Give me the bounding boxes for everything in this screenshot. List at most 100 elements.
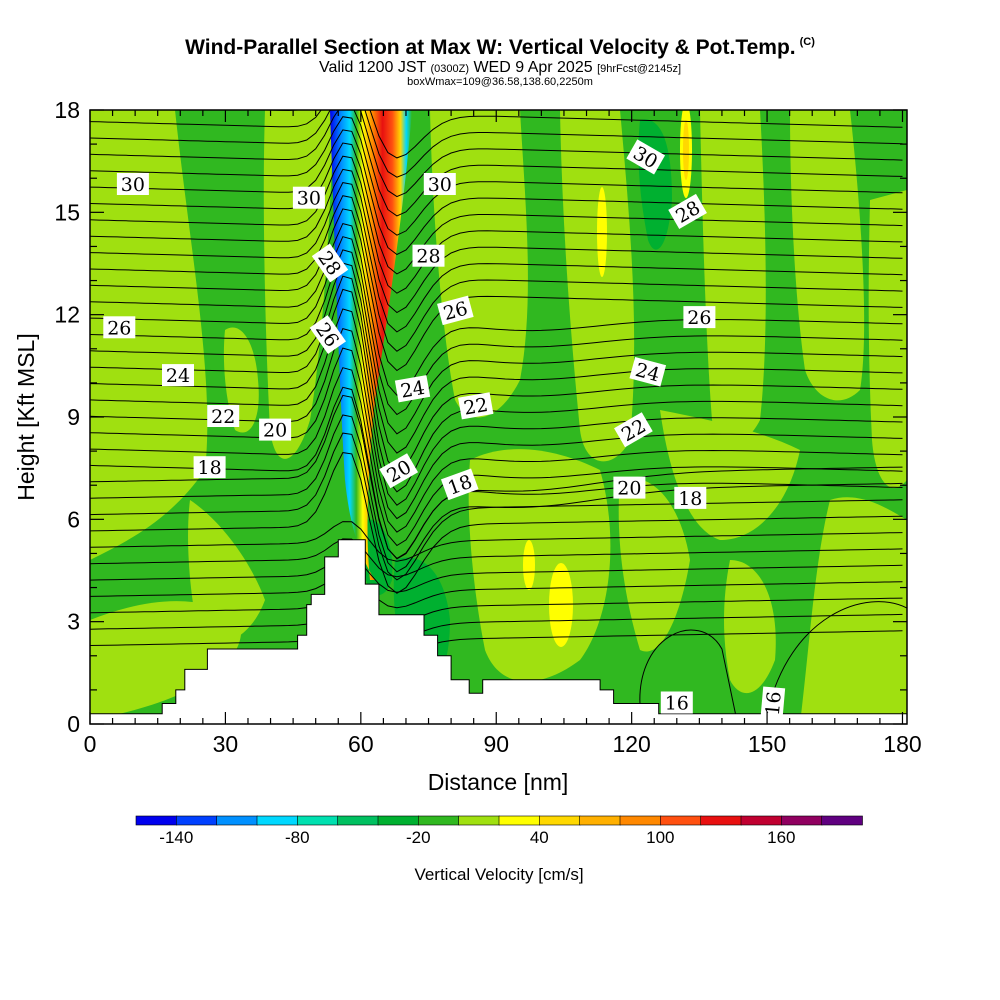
isentrope-line [90,308,903,506]
contour-label: 24 [394,375,431,403]
title-main: Wind-Parallel Section at Max W: Vertical… [185,36,796,59]
isentrope-line [90,538,903,578]
isentrope-line [90,414,903,573]
colorbar-tick-label: 100 [646,828,674,847]
contour-label-box [394,375,431,403]
colorbar-tick-labels: -140 -80 -20 40 100 160 [159,828,795,847]
isentrope-line [90,262,903,454]
isentrope-line [90,555,903,593]
contour-label: 18 [193,456,226,479]
terrain [89,539,908,725]
valid-time-line: Valid 1200 JST (0300Z) WED 9 Apr 2025 [9… [0,59,1000,77]
isentrope-line [90,590,903,624]
y-tick-label: 18 [54,97,80,123]
x-tick-label: 90 [483,731,509,757]
field-region [523,540,535,590]
contour-label-text: 20 [617,478,641,500]
y-tick-label: 3 [67,609,80,635]
isentrope-line [90,110,903,178]
colorbar-swatch [498,815,541,826]
contour-label-text: 18 [198,457,222,479]
contour-label: 24 [162,364,194,387]
isentrope-line [90,275,903,474]
field-region [790,110,865,401]
colorbar-swatch [297,815,339,826]
isentrope-line [90,195,903,352]
x-tick-label: 0 [84,731,97,757]
contour-label-box [668,193,707,229]
contour-label: 26 [103,316,136,339]
field-region [700,110,766,443]
isentrope-line [90,249,903,435]
contour-label-box [629,356,667,387]
field-region [549,563,573,647]
colorbar-swatch [700,815,742,826]
isentrope-line [90,607,903,640]
contour-label-text: 16 [762,690,786,716]
colorbar-label: Vertical Velocity [cm/s] [414,865,583,884]
field-region [683,120,689,180]
y-axis-label: Height [Kft MSL] [13,333,39,500]
y-tick-label: 15 [54,199,80,225]
isentrope-line [90,367,903,547]
colorbar-swatch [337,815,379,826]
contour-label-box [103,316,136,339]
isentrope-line [90,168,903,314]
contour-label-text: 26 [107,317,131,339]
isentrope-line [639,629,736,714]
contour-label-text: 24 [399,377,427,403]
contour-label: 18 [674,486,707,510]
contour-label-box [193,456,226,479]
isentrope-line [90,155,903,294]
colorbar-swatch [539,815,581,826]
isentrope-line [90,573,903,609]
isentrope-line [90,223,903,396]
contour-label: 20 [259,418,292,442]
isentrope-line [90,625,903,655]
y-tick-labels: 0 3 6 9 12 15 18 [54,97,80,737]
isentrope-line [766,601,907,714]
contour-label-text: 16 [665,693,689,715]
field-region [597,187,607,277]
contour-label-text: 20 [263,420,287,442]
contour-label: 20 [613,476,646,500]
valid-prefix: Valid 1200 JST [318,59,427,76]
x-tick-label: 60 [348,731,374,757]
isentrope-line [90,394,903,560]
y-tick-label: 9 [67,404,80,430]
box-info: boxWmax=109@36.58,138.60,2250m [407,76,593,88]
contour-label-box [626,139,666,175]
isentrope-line [90,110,903,217]
contour-label-text: 30 [121,174,145,196]
x-tick-label: 30 [213,731,239,757]
contour-label-box [311,243,349,283]
contour-label: 30 [423,173,456,196]
colorbar-tick-label: -20 [406,828,431,847]
contour-label-box [437,295,474,326]
isentrope-line [90,129,903,256]
copyright-mark: (C) [799,36,815,48]
field-region [188,500,265,644]
isentrope-line [90,521,903,562]
y-tick-label: 0 [67,711,80,737]
contour-label-box [760,686,786,721]
contour-label-text: 22 [211,406,235,428]
isentrope-line [90,208,903,372]
contour-label: 24 [629,356,667,387]
contour-label-box [379,453,419,489]
colorbar-swatch [418,815,460,826]
colorbar-swatch [740,815,783,826]
contour-label-text: 18 [678,488,702,510]
y-tick-label: 12 [54,302,80,328]
contour-label-box [116,173,149,195]
colorbar-swatch [377,815,420,826]
x-tick-label: 180 [883,731,921,757]
valid-small: (0300Z) [430,63,469,75]
x-tick-label: 150 [748,731,786,757]
contour-label: 16 [660,691,693,715]
colorbar-tick-label: -140 [159,828,193,847]
isentrope-line [90,110,903,198]
contour-label-box [412,244,445,267]
